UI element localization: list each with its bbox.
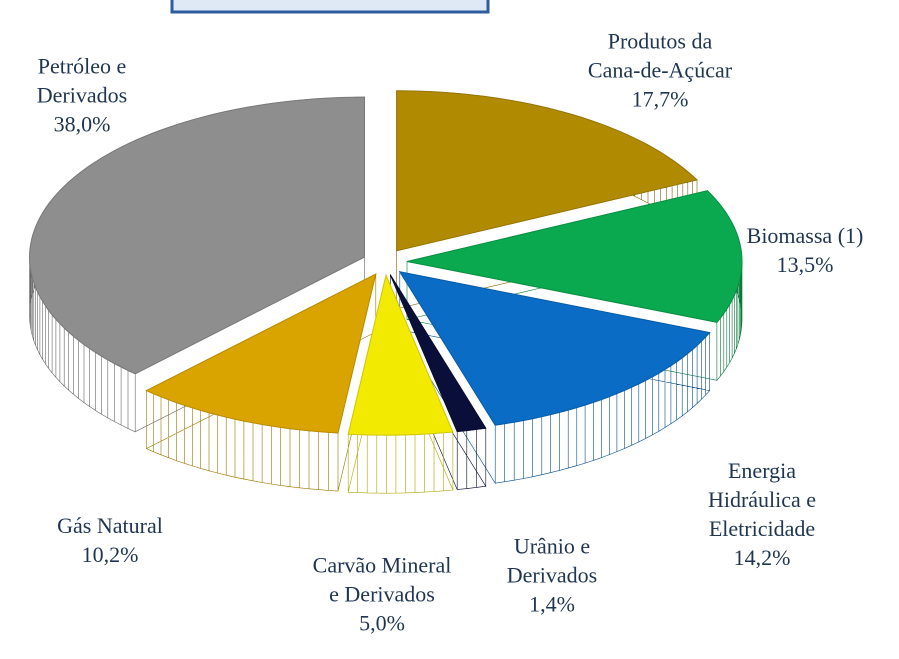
title-box [170,0,490,14]
category-label: Produtos da Cana-de-Açúcar [587,28,733,83]
slice-label: Energia Hidráulica e Eletricidade 14,2% [682,456,842,572]
slice [145,273,377,434]
category-label: Gás Natural [57,513,163,538]
value-label: 1,4% [529,591,575,617]
category-label: Energia Hidráulica e Eletricidade [707,458,817,541]
slice [29,96,365,375]
value-label: 13,5% [776,252,834,277]
slice [389,274,487,433]
slice [406,190,743,323]
slice [347,273,454,436]
slice-label: Biomassa (1) 13,5% [720,221,890,279]
category-label: Petróleo e Derivados [36,53,128,108]
value-label: 17,7% [631,86,689,112]
slice [396,90,699,252]
slice-label: Produtos da Cana-de-Açúcar 17,7% [580,27,740,114]
slice-label: Gás Natural 10,2% [25,511,195,569]
slice-label: Urânio e Derivados 1,4% [487,532,617,619]
slice-label: Petróleo e Derivados 38,0% [0,52,167,139]
category-label: Biomassa (1) [746,223,864,248]
value-label: 38,0% [53,111,111,137]
category-label: Urânio e Derivados [506,533,598,588]
value-label: 14,2% [733,545,791,570]
slice [398,271,711,426]
slice-label: Carvão Mineral e Derivados 5,0% [312,551,452,638]
value-label: 5,0% [359,610,405,636]
value-label: 10,2% [81,542,139,567]
category-label: Carvão Mineral e Derivados [312,552,452,607]
